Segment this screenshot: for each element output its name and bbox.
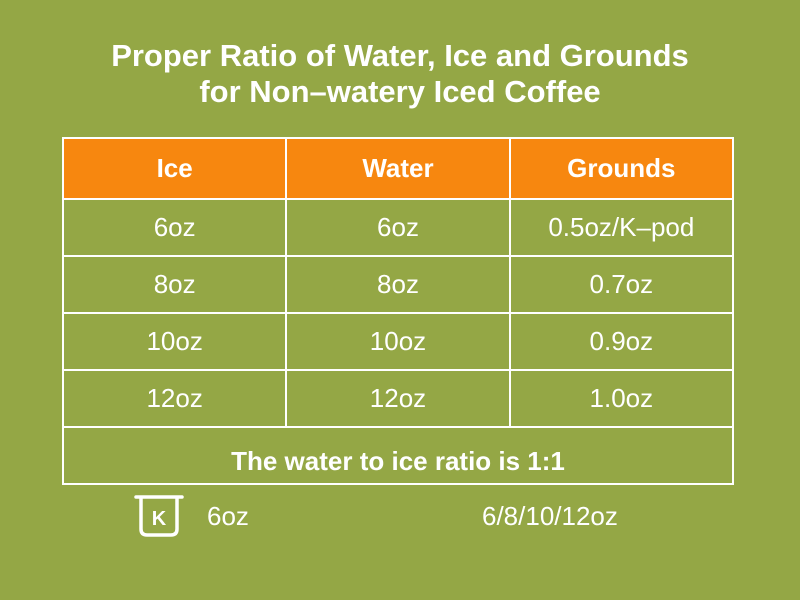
cup-sizes: 6/8/10/12oz [482, 501, 618, 531]
table-cell-grounds: 0.9oz [508, 312, 735, 371]
column-header-ice: Ice [61, 137, 288, 200]
title-line-1: Proper Ratio of Water, Ice and Grounds [111, 38, 689, 73]
header-row: Ice Water Grounds [61, 137, 735, 200]
table-row: 8oz 8oz 0.7oz [61, 255, 735, 314]
k-pod-letter: K [152, 508, 167, 530]
table-row: 6oz 6oz 0.5oz/K–pod [61, 198, 735, 257]
table-cell-water: 8oz [285, 255, 511, 314]
table-cell-ice: 10oz [61, 312, 288, 371]
ratio-statement: The water to ice ratio is 1:1 [231, 446, 565, 476]
footer-row: The water to ice ratio is 1:1 K 6oz 6/8/… [62, 426, 734, 537]
page-title: Proper Ratio of Water, Ice and Grounds f… [0, 38, 800, 110]
table-cell-water: 6oz [285, 198, 511, 257]
table-row: 12oz 12oz 1.0oz [61, 369, 735, 428]
ratio-table: Ice Water Grounds 6oz 6oz 0.5oz/K–pod 8o… [61, 137, 735, 537]
column-header-grounds: Grounds [508, 137, 735, 200]
kpod-size: 6oz [207, 501, 249, 531]
table-row: 10oz 10oz 0.9oz [61, 312, 735, 371]
table-cell-grounds: 0.5oz/K–pod [508, 198, 735, 257]
title-line-2: for Non–watery Iced Coffee [199, 74, 601, 109]
column-header-water: Water [285, 137, 511, 200]
table-cell-ice: 6oz [61, 198, 288, 257]
footer-cell: The water to ice ratio is 1:1 K 6oz 6/8/… [62, 426, 734, 537]
table-cell-ice: 8oz [61, 255, 288, 314]
table-cell-water: 10oz [285, 312, 511, 371]
table-cell-water: 12oz [285, 369, 511, 428]
table-cell-grounds: 0.7oz [508, 255, 735, 314]
table-cell-ice: 12oz [61, 369, 288, 428]
k-pod-cup-icon: K [134, 495, 184, 537]
table-cell-grounds: 1.0oz [508, 369, 735, 428]
